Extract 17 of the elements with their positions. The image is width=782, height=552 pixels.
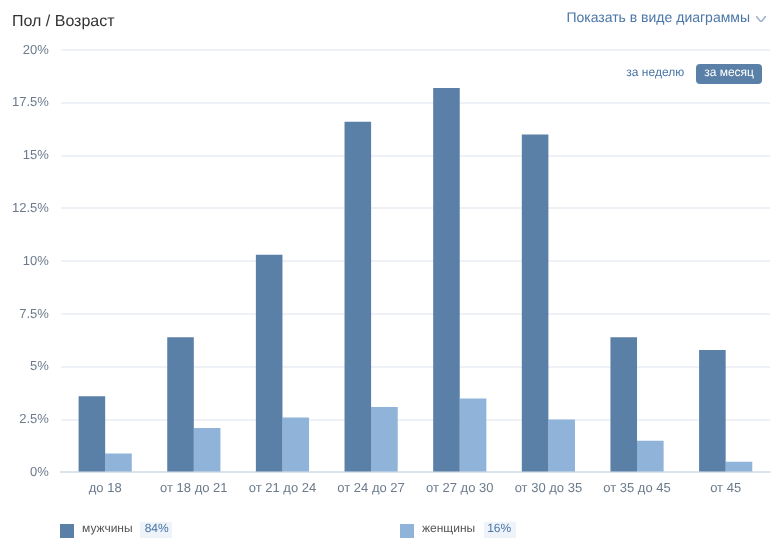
bar [78, 396, 106, 472]
bar [105, 453, 132, 472]
bar [433, 88, 460, 472]
bar [521, 134, 549, 472]
bar [371, 406, 398, 472]
bar [282, 417, 310, 472]
bar [255, 254, 283, 472]
chart-title: Пол / Возраст [12, 12, 115, 30]
bar [193, 428, 221, 472]
bar [167, 337, 194, 472]
bar [725, 461, 753, 472]
bar [610, 337, 638, 472]
bar [459, 398, 487, 472]
bar [699, 349, 726, 472]
bar [344, 121, 372, 472]
bar [548, 419, 575, 472]
bar [637, 440, 664, 472]
